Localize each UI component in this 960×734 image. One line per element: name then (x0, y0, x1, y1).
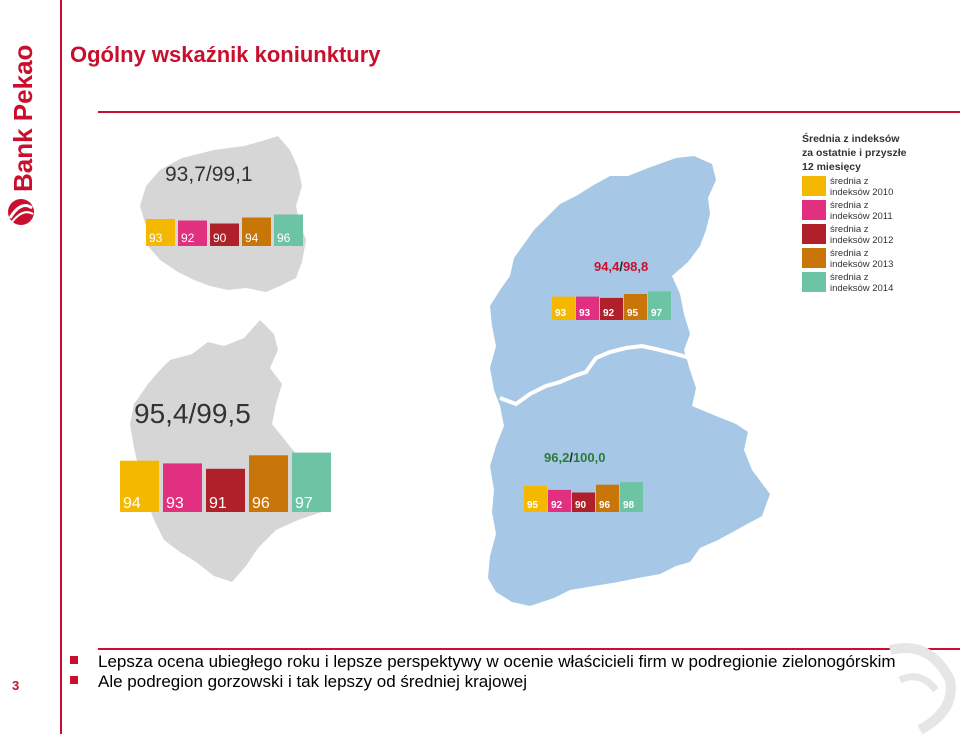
bar-label: 97 (651, 308, 663, 319)
legend-label: średnia z (830, 248, 869, 259)
bar-label: 93 (555, 308, 567, 319)
map-poland (140, 136, 306, 292)
legend-title: 12 miesięcy (802, 161, 861, 173)
bar-label: 94 (245, 231, 259, 245)
chart-lubuskie: 95,4/99,5 94 93 91 96 97 (120, 398, 331, 512)
chart-gorzowski: 94,4/98,8 93 93 92 95 97 (552, 259, 671, 320)
legend-label: średnia z (830, 200, 869, 211)
bottom-divider (98, 648, 960, 650)
chart-zielonogorski: 96,2/100,0 95 92 90 96 98 (524, 450, 643, 512)
bar-label: 98 (623, 500, 635, 511)
chart-title: 96,2/100,0 (544, 450, 605, 465)
bullet-item: Ale podregion gorzowski i tak lepszy od … (68, 672, 928, 692)
title-divider (98, 111, 960, 113)
legend-label: indeksów 2011 (830, 211, 893, 222)
bar-label: 94 (123, 495, 141, 512)
page-number: 3 (12, 678, 20, 693)
bar-label: 93 (149, 231, 163, 245)
bar (274, 214, 303, 246)
chart-title: 94,4/98,8 (594, 259, 648, 274)
legend-swatch (802, 200, 826, 220)
legend-swatch (802, 272, 826, 292)
bar (596, 484, 619, 512)
bar-label: 95 (527, 500, 539, 511)
sidebar: Bank Pekao 3 (0, 0, 58, 734)
legend-title: Średnia z indeksów (802, 132, 900, 145)
bank-pekao-logo: Bank Pekao (8, 45, 38, 225)
bar (242, 217, 271, 246)
map-lubuskie-regions (488, 156, 770, 606)
bar-label: 97 (295, 495, 313, 512)
legend-label: średnia z (830, 224, 869, 235)
bullet-marker (70, 656, 78, 664)
legend-swatch (802, 248, 826, 268)
bar-label: 91 (209, 495, 227, 512)
bar (600, 297, 623, 320)
pekao-watermark (888, 643, 956, 734)
sidebar-divider (60, 0, 62, 734)
chart-polska: 93,7/99,1 93 92 90 94 96 (146, 163, 303, 246)
bullet-text: Lepsza ocena ubiegłego roku i lepsze per… (98, 652, 896, 671)
bar (572, 492, 595, 512)
legend-label: indeksów 2013 (830, 259, 893, 270)
subregion-border (499, 343, 691, 407)
slide-title: Ogólny wskaźnik koniunktury (70, 42, 381, 67)
bar (120, 460, 159, 512)
legend-label: indeksów 2010 (830, 187, 893, 198)
bullet-list: Lepsza ocena ubiegłego roku i lepsze per… (68, 652, 928, 692)
chart-title-part: / (619, 259, 623, 274)
bar (624, 294, 647, 320)
bar-label: 95 (627, 308, 639, 319)
bar-label: 96 (277, 231, 291, 245)
bar (206, 468, 245, 512)
chart-title-part: 94,4 (594, 259, 620, 274)
bar-label: 90 (213, 231, 227, 245)
chart-title: 93,7/99,1 (165, 163, 253, 186)
bar (620, 482, 643, 512)
bar-label: 93 (166, 495, 184, 512)
legend-label: średnia z (830, 272, 869, 283)
bar (163, 463, 202, 512)
chart-title-part: / (569, 450, 573, 465)
bullet-marker (70, 676, 78, 684)
bar-label: 93 (579, 308, 591, 319)
chart-title-part: 96,2 (544, 450, 569, 465)
legend-swatch (802, 224, 826, 244)
bar-label: 96 (252, 495, 270, 512)
bar (548, 489, 571, 512)
logo-text: Bank Pekao (8, 45, 38, 192)
bar (524, 486, 547, 512)
bar (249, 455, 288, 512)
chart-title: 95,4/99,5 (134, 398, 251, 429)
legend-swatch (802, 176, 826, 196)
chart-title-part: 98,8 (623, 259, 648, 274)
bar-label: 92 (551, 500, 563, 511)
bullet-text: Ale podregion gorzowski i tak lepszy od … (98, 672, 527, 691)
bar (292, 452, 331, 512)
bar (648, 291, 671, 320)
legend-label: średnia z (830, 176, 869, 187)
chart-title-part: 100,0 (573, 450, 606, 465)
bar (552, 296, 575, 320)
bar (178, 220, 207, 246)
legend: Średnia z indeksów za ostatnie i przyszłe… (802, 132, 907, 294)
bullet-item: Lepsza ocena ubiegłego roku i lepsze per… (68, 652, 928, 672)
bar (576, 296, 599, 320)
map-lubuskie (130, 320, 326, 582)
bar-label: 92 (181, 231, 195, 245)
legend-label: indeksów 2014 (830, 283, 893, 294)
pekao-emblem (8, 199, 34, 225)
legend-title: za ostatnie i przyszłe (802, 147, 907, 159)
bar-label: 96 (599, 500, 611, 511)
bar-label: 90 (575, 500, 587, 511)
bar (146, 219, 175, 246)
legend-label: indeksów 2012 (830, 235, 893, 246)
bar-label: 92 (603, 308, 615, 319)
bar (210, 223, 239, 246)
